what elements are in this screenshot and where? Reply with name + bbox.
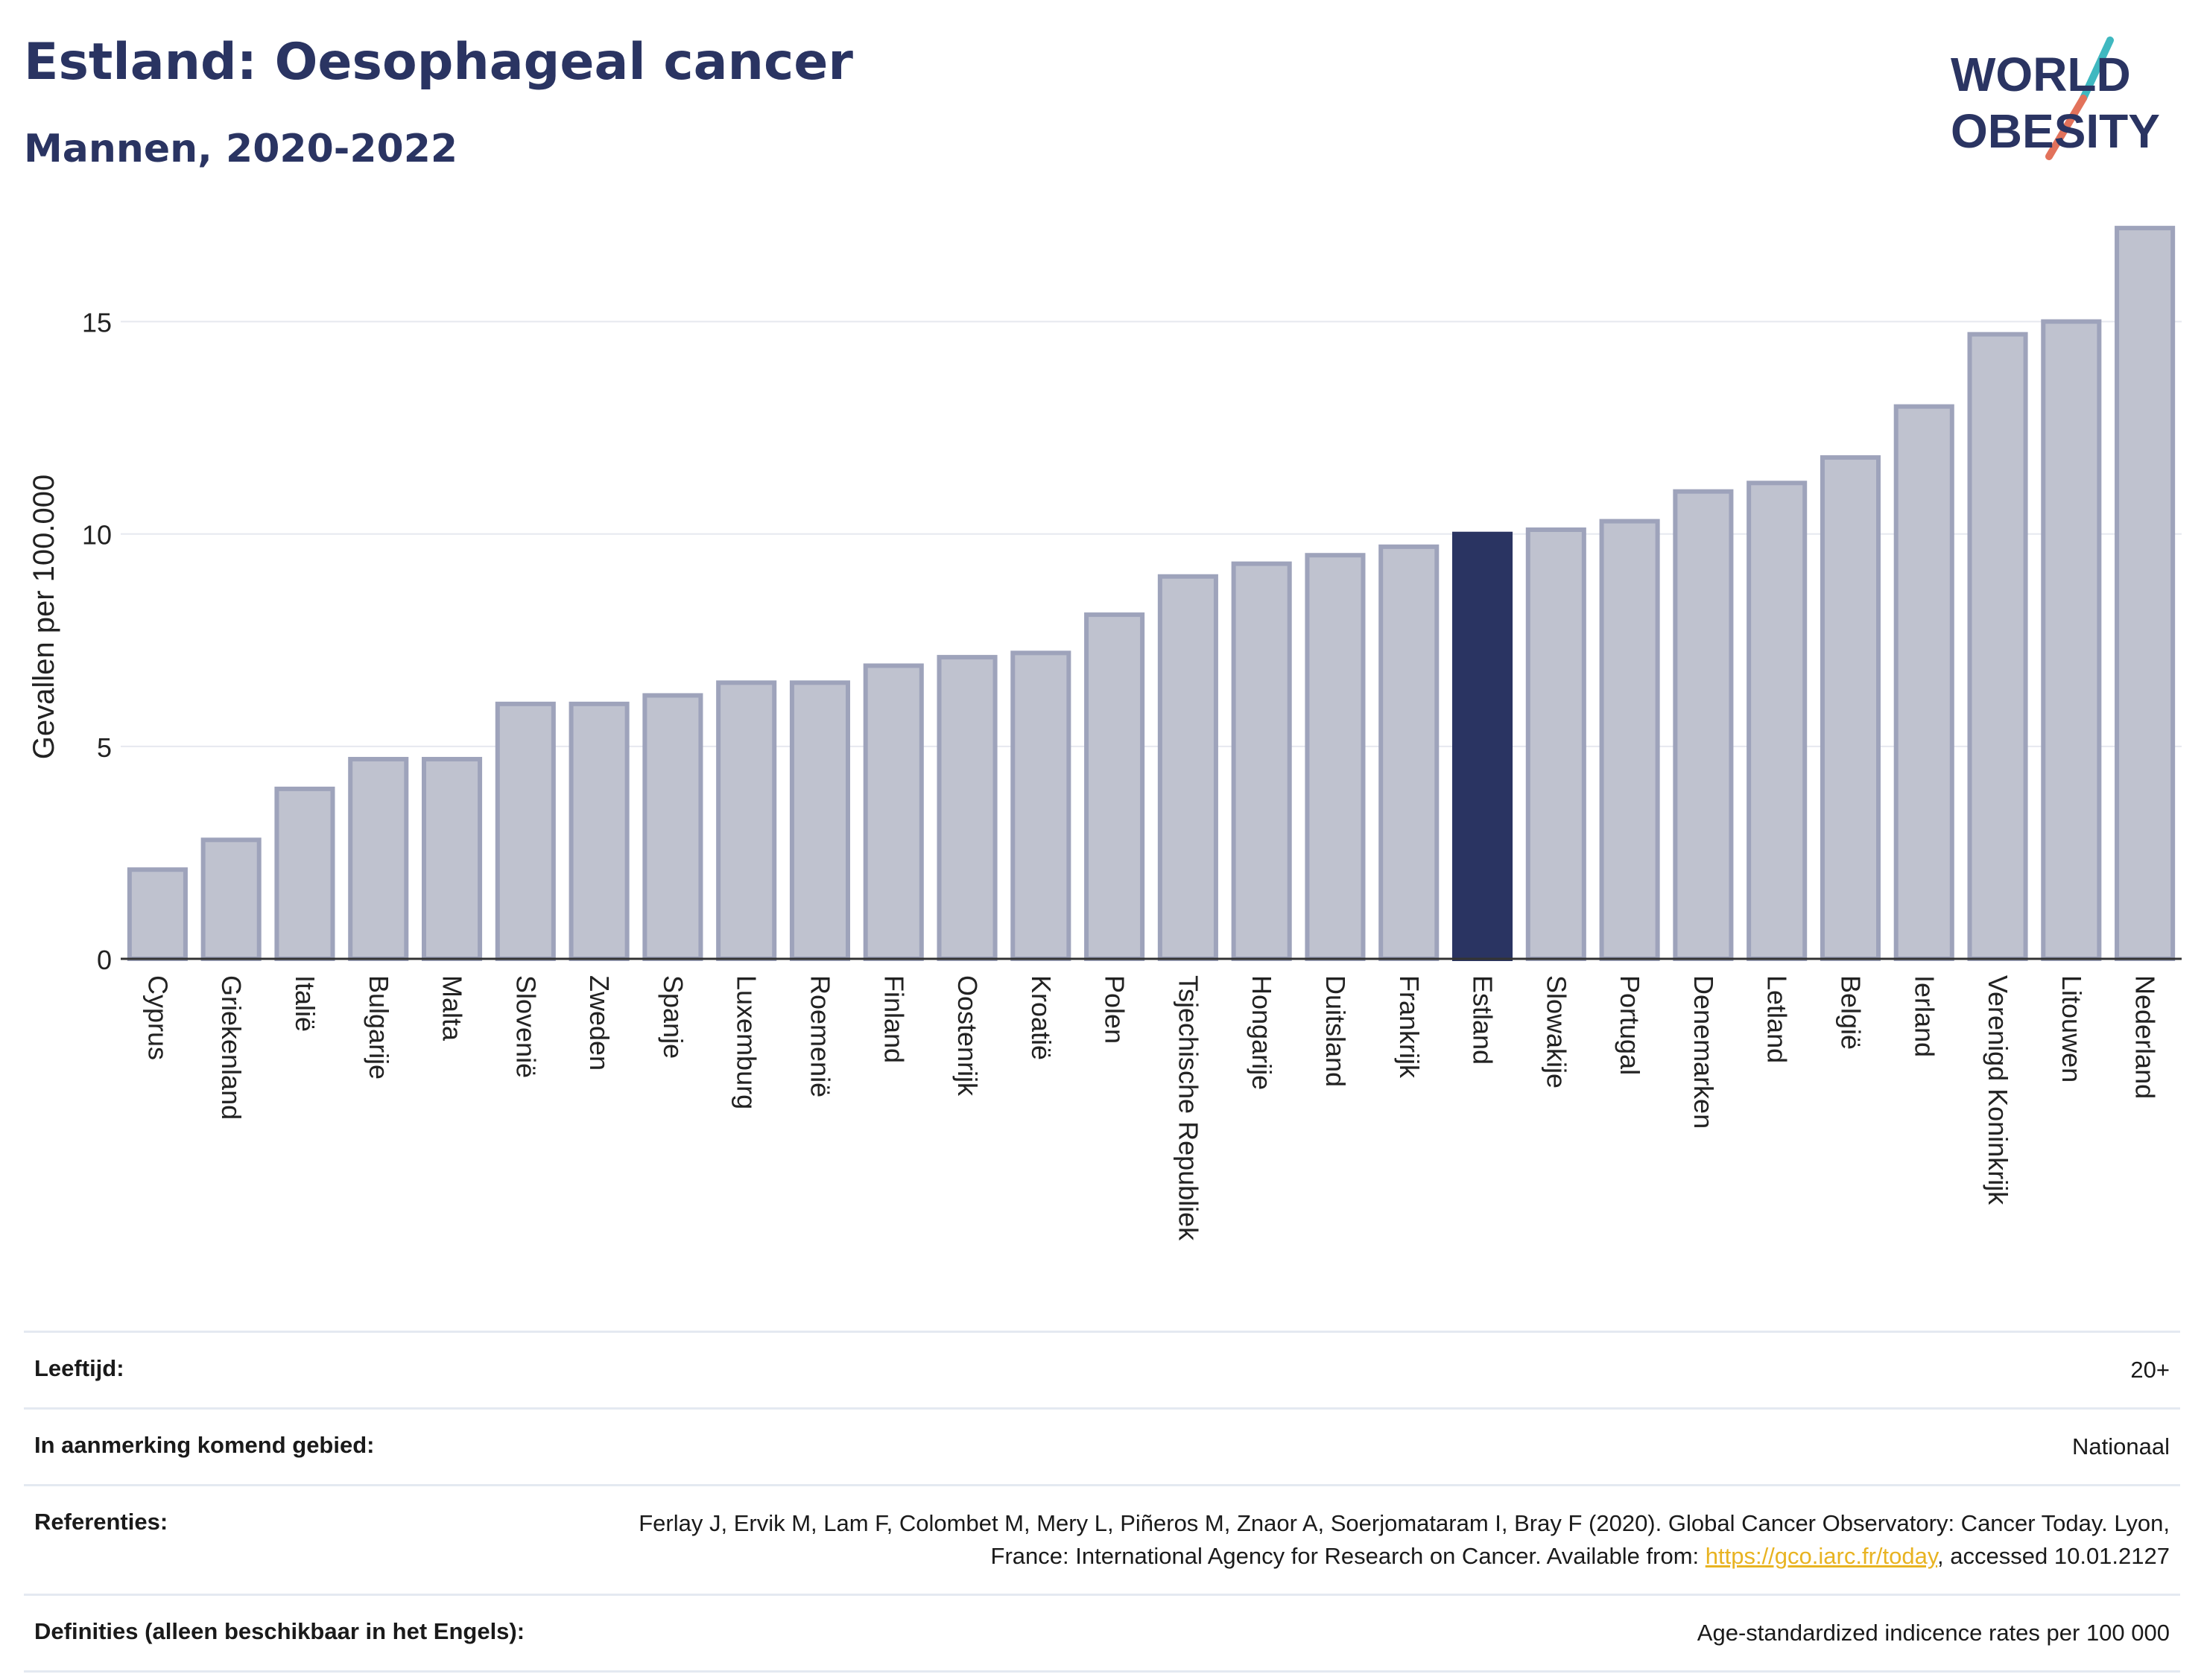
x-tick-label: Hongarije (1247, 975, 1277, 1090)
bar-portugal (1599, 519, 1660, 961)
x-tick-label: Slovenië (510, 975, 541, 1078)
bar-polen (1084, 612, 1145, 961)
meta-row-definitions: Definities (alleen beschikbaar in het En… (24, 1594, 2180, 1673)
x-tick-label: Polen (1100, 975, 1130, 1044)
bar-duitsland (1305, 553, 1366, 961)
bar-luxemburg (716, 680, 777, 961)
x-tick-label: Denemarken (1688, 975, 1719, 1129)
x-tick-label: Duitsland (1320, 975, 1351, 1087)
logo-slash-top (2080, 37, 2114, 102)
bar-tsjechische-republiek (1157, 574, 1218, 961)
meta-row-age: Leeftijd: 20+ (24, 1331, 2180, 1407)
bar-slovenië (495, 701, 556, 961)
bar-ierland (1893, 404, 1954, 961)
y-tick-label: 0 (97, 945, 112, 975)
x-tick-label: Malta (437, 975, 468, 1042)
x-tick-label: Griekenland (216, 975, 247, 1120)
x-tick-label: Frankrijk (1394, 975, 1425, 1079)
meta-references-value: Ferlay J, Ervik M, Lam F, Colombet M, Me… (605, 1507, 2170, 1573)
x-tick-label: Roemenië (805, 975, 835, 1097)
chart-subtitle: Mannen, 2020-2022 (24, 127, 458, 171)
bar-frankrijk (1378, 544, 1440, 961)
bar-roemenië (789, 680, 851, 961)
x-tick-label: Cyprus (142, 975, 173, 1060)
bar-zweden (569, 701, 630, 961)
x-tick-label: Nederland (2130, 975, 2161, 1099)
meta-row-area: In aanmerking komend gebied: Nationaal (24, 1407, 2180, 1484)
chart-title: Estland: Oesophageal cancer (24, 33, 853, 92)
bar-spanje (642, 693, 703, 961)
x-tick-label: Litouwen (2056, 975, 2087, 1083)
x-tick-label: Ierland (1909, 975, 1939, 1057)
x-tick-label: Verenigd Koninkrijk (1983, 975, 2013, 1205)
bar-hongarije (1231, 561, 1292, 961)
y-tick-label: 10 (82, 520, 112, 551)
bar-chart: 0 5 10 15 Gevallen per 100.000 Cyprus Griekenl… (28, 226, 2182, 1242)
bar-malta (421, 756, 483, 961)
x-tick-label: Finland (878, 975, 909, 1063)
meta-definitions-value: Age-standardized indicence rates per 100… (1697, 1620, 2170, 1646)
x-tick-label: Italië (290, 975, 320, 1032)
meta-references-label: Referenties: (34, 1509, 168, 1535)
logo-slash-bottom (2045, 95, 2087, 160)
x-tick-label: Oostenrijk (952, 975, 983, 1097)
x-tick-label: Letland (1762, 975, 1793, 1063)
bar-belgië (1820, 455, 1881, 961)
y-axis-label: Gevallen per 100.000 (28, 475, 60, 760)
meta-area-label: In aanmerking komend gebied: (34, 1432, 375, 1458)
reference-text: Ferlay J, Ervik M, Lam F, Colombet M, Me… (639, 1510, 2170, 1569)
y-tick-label: 5 (97, 732, 112, 763)
meta-definitions-label: Definities (alleen beschikbaar in het En… (34, 1618, 525, 1644)
x-tick-label: Tsjechische Republiek (1173, 975, 1203, 1241)
meta-area-value: Nationaal (2072, 1433, 2170, 1459)
x-tick-label: Bulgarije (364, 975, 394, 1080)
logo-line-1: WORLD (1951, 48, 2131, 101)
bar-denemarken (1673, 489, 1734, 961)
x-tick-label: Spanje (658, 975, 688, 1059)
world-obesity-logo: WORLD OBESITY (1951, 37, 2160, 160)
x-tick-label: Luxemburg (732, 975, 762, 1109)
x-tick-label: België (1835, 975, 1866, 1050)
bar-verenigd-koninkrijk (1967, 332, 2028, 961)
bar-letland (1747, 481, 1808, 961)
bar-litouwen (2041, 319, 2102, 962)
x-tick-label: Slowakije (1541, 975, 1571, 1088)
reference-link[interactable]: https://gco.iarc.fr/today (1705, 1543, 1938, 1569)
metadata-table: Leeftijd: 20+ In aanmerking komend gebie… (24, 1331, 2180, 1673)
x-tick-label: Portugal (1615, 975, 1645, 1075)
bar-nederland (2115, 226, 2176, 961)
x-tick-label: Kroatië (1026, 975, 1057, 1060)
bar-finland (863, 663, 924, 961)
bar-italië (274, 786, 335, 962)
logo-line-2: OBESITY (1951, 104, 2160, 158)
meta-age-label: Leeftijd: (34, 1355, 124, 1381)
tick-labels: 0 5 10 15 Gevallen per 100.000 Cyprus Griekenl… (28, 308, 2161, 1242)
x-tick-label: Estland (1468, 975, 1498, 1065)
bar-bulgarije (348, 756, 409, 961)
bar-estland (1451, 531, 1513, 961)
meta-age-value: 20+ (2130, 1357, 2170, 1383)
bar-slowakije (1525, 527, 1586, 961)
reference-accessed: , accessed 10.01.2127 (1937, 1543, 2170, 1569)
bar-cyprus (127, 867, 188, 961)
bar-griekenland (200, 837, 262, 961)
bar-kroatië (1010, 650, 1071, 961)
bar-oostenrijk (937, 655, 998, 962)
y-tick-label: 15 (82, 308, 112, 338)
bars (127, 226, 2176, 962)
meta-row-references: Referenties: Ferlay J, Ervik M, Lam F, C… (24, 1484, 2180, 1594)
x-tick-label: Zweden (584, 975, 615, 1071)
